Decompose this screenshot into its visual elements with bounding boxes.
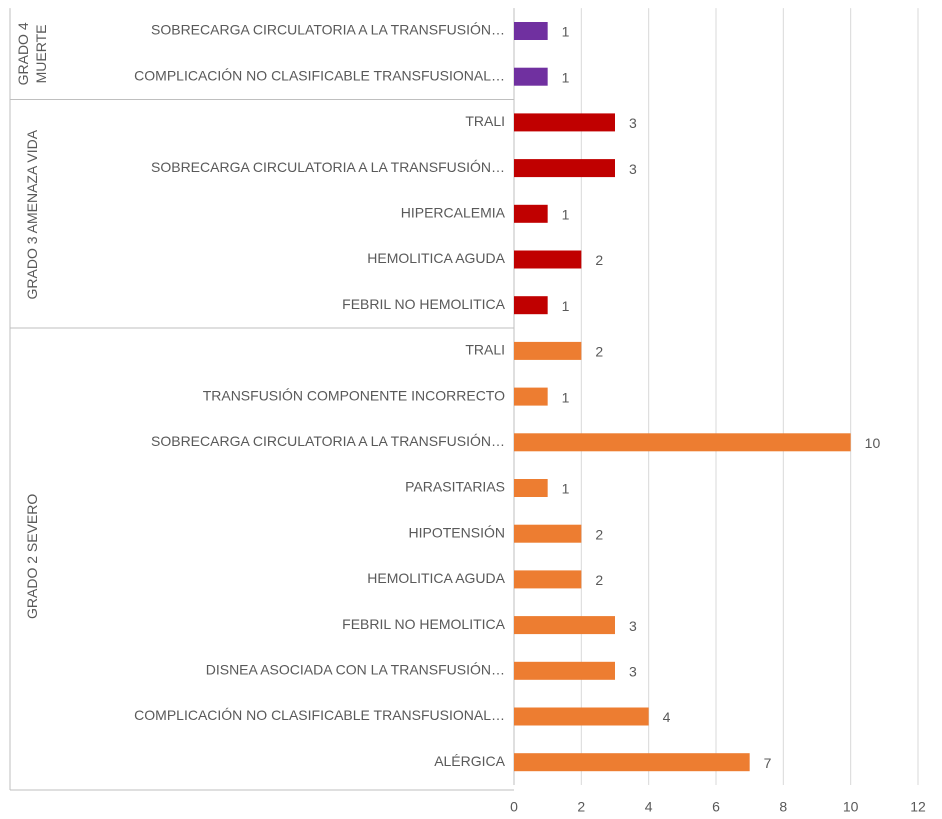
bar [514, 387, 548, 406]
value-label: 3 [629, 618, 637, 634]
category-label: HEMOLITICA AGUDA [367, 570, 505, 586]
category-label: FEBRIL NO HEMOLITICA [342, 296, 506, 312]
bar [514, 524, 582, 543]
bar [514, 67, 548, 86]
bar [514, 113, 615, 132]
bar [514, 616, 615, 635]
bar [514, 22, 548, 40]
category-label: HIPERCALEMIA [401, 205, 506, 221]
bar [514, 570, 582, 589]
value-label: 10 [865, 435, 881, 451]
value-label: 1 [562, 481, 570, 497]
x-tick-label: 2 [577, 799, 585, 815]
bar [514, 341, 582, 360]
group-label: GRADO 4 MUERTE [15, 22, 49, 86]
value-label: 7 [764, 755, 772, 771]
category-label: DISNEA ASOCIADA CON LA TRANSFUSIÓN… [206, 662, 505, 678]
x-tick-label: 6 [712, 799, 720, 815]
category-label: TRALI [465, 342, 505, 358]
value-label: 1 [562, 69, 570, 85]
bar [514, 296, 548, 315]
x-tick-label: 4 [645, 799, 653, 815]
bar [514, 204, 548, 223]
x-tick-label: 8 [779, 799, 787, 815]
x-tick-label: 0 [510, 799, 518, 815]
value-label: 1 [562, 389, 570, 405]
value-label: 2 [595, 344, 603, 360]
x-tick-label: 12 [910, 799, 926, 815]
bar [514, 433, 851, 452]
value-label: 1 [562, 207, 570, 223]
value-label: 3 [629, 664, 637, 680]
bar [514, 661, 615, 680]
category-label: ALÉRGICA [434, 753, 505, 769]
value-label: 2 [595, 526, 603, 542]
category-label: FEBRIL NO HEMOLITICA [342, 616, 506, 632]
category-label: SOBRECARGA CIRCULATORIA A LA TRANSFUSIÓN… [151, 22, 505, 38]
category-label: HIPOTENSIÓN [409, 524, 505, 540]
category-label: TRANSFUSIÓN COMPONENTE INCORRECTO [203, 387, 505, 403]
category-label: SOBRECARGA CIRCULATORIA A LA TRANSFUSIÓN… [151, 433, 505, 449]
value-label: 2 [595, 252, 603, 268]
bar [514, 753, 750, 772]
value-label: 1 [562, 24, 570, 40]
bar [514, 250, 582, 269]
x-tick-label: 10 [843, 799, 859, 815]
category-label: PARASITARIAS [405, 479, 505, 495]
group-label: GRADO 3 AMENAZA VIDA [24, 129, 40, 299]
bar [514, 479, 548, 497]
category-label: COMPLICACIÓN NO CLASIFICABLE TRANSFUSION… [134, 67, 505, 83]
category-label: TRALI [465, 113, 505, 129]
value-label: 4 [663, 709, 671, 725]
category-label: HEMOLITICA AGUDA [367, 250, 505, 266]
bar [514, 707, 649, 726]
category-label: SOBRECARGA CIRCULATORIA A LA TRANSFUSIÓN… [151, 159, 505, 175]
category-label: COMPLICACIÓN NO CLASIFICABLE TRANSFUSION… [134, 707, 505, 723]
bar [514, 159, 615, 178]
value-label: 1 [562, 298, 570, 314]
value-label: 2 [595, 572, 603, 588]
value-label: 3 [629, 115, 637, 131]
value-label: 3 [629, 161, 637, 177]
group-label: GRADO 2 SEVERO [24, 493, 40, 620]
